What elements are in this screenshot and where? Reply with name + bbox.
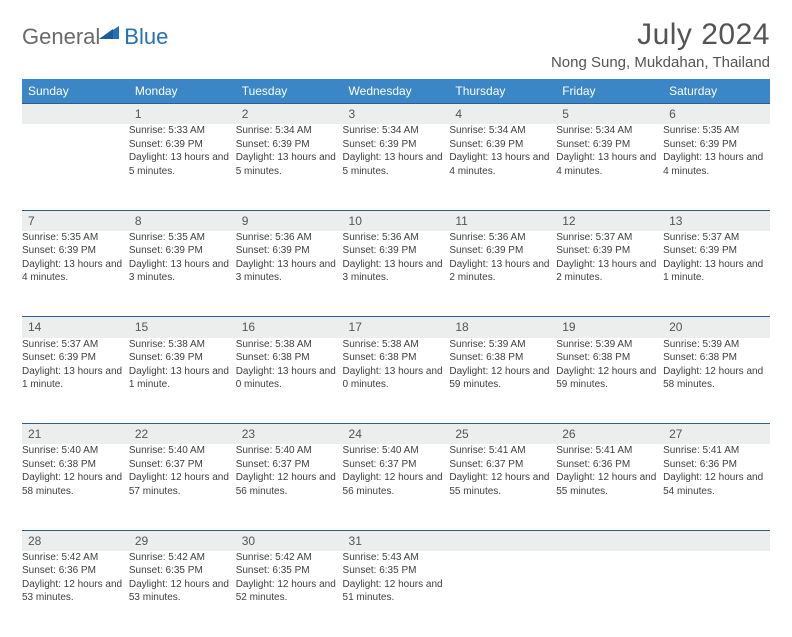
weekday-header: Tuesday [236, 79, 343, 104]
day-number-cell: 19 [556, 317, 663, 338]
day-content-cell: Sunrise: 5:39 AMSunset: 6:38 PMDaylight:… [449, 338, 556, 424]
day-content-cell: Sunrise: 5:43 AMSunset: 6:35 PMDaylight:… [343, 551, 450, 637]
day-content-cell: Sunrise: 5:40 AMSunset: 6:37 PMDaylight:… [236, 444, 343, 530]
calendar-table: SundayMondayTuesdayWednesdayThursdayFrid… [22, 79, 770, 637]
day-number-cell [556, 530, 663, 551]
day-number-cell: 6 [663, 104, 770, 125]
day-number-row: 28293031 [22, 530, 770, 551]
day-content-cell: Sunrise: 5:40 AMSunset: 6:38 PMDaylight:… [22, 444, 129, 530]
day-number-cell: 1 [129, 104, 236, 125]
day-content-cell [663, 551, 770, 637]
day-content-row: Sunrise: 5:33 AMSunset: 6:39 PMDaylight:… [22, 124, 770, 210]
day-number-cell: 8 [129, 210, 236, 231]
weekday-header-row: SundayMondayTuesdayWednesdayThursdayFrid… [22, 79, 770, 104]
weekday-header: Sunday [22, 79, 129, 104]
day-content-cell: Sunrise: 5:42 AMSunset: 6:35 PMDaylight:… [129, 551, 236, 637]
day-number-cell [449, 530, 556, 551]
calendar-body: 123456Sunrise: 5:33 AMSunset: 6:39 PMDay… [22, 104, 770, 637]
day-content-cell: Sunrise: 5:34 AMSunset: 6:39 PMDaylight:… [236, 124, 343, 210]
day-number-cell: 13 [663, 210, 770, 231]
day-content-cell: Sunrise: 5:36 AMSunset: 6:39 PMDaylight:… [236, 231, 343, 317]
day-number-cell [22, 104, 129, 125]
month-title: July 2024 [551, 18, 770, 52]
day-number-cell: 10 [343, 210, 450, 231]
day-number-row: 123456 [22, 104, 770, 125]
weekday-header: Wednesday [343, 79, 450, 104]
day-number-cell: 20 [663, 317, 770, 338]
day-number-cell: 22 [129, 424, 236, 445]
day-content-cell: Sunrise: 5:39 AMSunset: 6:38 PMDaylight:… [663, 338, 770, 424]
day-number-cell: 2 [236, 104, 343, 125]
header: General Blue July 2024 Nong Sung, Mukdah… [22, 18, 770, 71]
day-content-cell: Sunrise: 5:38 AMSunset: 6:39 PMDaylight:… [129, 338, 236, 424]
day-number-cell: 12 [556, 210, 663, 231]
day-number-cell: 24 [343, 424, 450, 445]
day-content-cell: Sunrise: 5:38 AMSunset: 6:38 PMDaylight:… [343, 338, 450, 424]
day-number-cell: 15 [129, 317, 236, 338]
day-content-row: Sunrise: 5:37 AMSunset: 6:39 PMDaylight:… [22, 338, 770, 424]
day-number-cell: 28 [22, 530, 129, 551]
day-number-cell: 23 [236, 424, 343, 445]
day-content-cell: Sunrise: 5:42 AMSunset: 6:36 PMDaylight:… [22, 551, 129, 637]
day-number-cell: 4 [449, 104, 556, 125]
day-content-row: Sunrise: 5:35 AMSunset: 6:39 PMDaylight:… [22, 231, 770, 317]
day-content-row: Sunrise: 5:40 AMSunset: 6:38 PMDaylight:… [22, 444, 770, 530]
day-number-cell: 7 [22, 210, 129, 231]
day-number-cell: 25 [449, 424, 556, 445]
logo-text-blue: Blue [124, 24, 168, 50]
weekday-header: Friday [556, 79, 663, 104]
weekday-header: Monday [129, 79, 236, 104]
day-content-cell: Sunrise: 5:33 AMSunset: 6:39 PMDaylight:… [129, 124, 236, 210]
day-number-cell: 26 [556, 424, 663, 445]
day-content-cell: Sunrise: 5:34 AMSunset: 6:39 PMDaylight:… [556, 124, 663, 210]
day-content-cell: Sunrise: 5:34 AMSunset: 6:39 PMDaylight:… [449, 124, 556, 210]
day-content-row: Sunrise: 5:42 AMSunset: 6:36 PMDaylight:… [22, 551, 770, 637]
day-number-cell: 3 [343, 104, 450, 125]
day-number-cell: 5 [556, 104, 663, 125]
day-number-cell: 9 [236, 210, 343, 231]
day-number-cell: 31 [343, 530, 450, 551]
day-content-cell [449, 551, 556, 637]
logo: General Blue [22, 24, 168, 50]
day-content-cell: Sunrise: 5:37 AMSunset: 6:39 PMDaylight:… [22, 338, 129, 424]
day-content-cell: Sunrise: 5:34 AMSunset: 6:39 PMDaylight:… [343, 124, 450, 210]
day-content-cell: Sunrise: 5:40 AMSunset: 6:37 PMDaylight:… [129, 444, 236, 530]
day-content-cell: Sunrise: 5:38 AMSunset: 6:38 PMDaylight:… [236, 338, 343, 424]
day-content-cell: Sunrise: 5:40 AMSunset: 6:37 PMDaylight:… [343, 444, 450, 530]
day-content-cell [22, 124, 129, 210]
day-number-cell [663, 530, 770, 551]
day-content-cell: Sunrise: 5:36 AMSunset: 6:39 PMDaylight:… [449, 231, 556, 317]
title-block: July 2024 Nong Sung, Mukdahan, Thailand [551, 18, 770, 71]
day-number-cell: 30 [236, 530, 343, 551]
day-number-cell: 29 [129, 530, 236, 551]
day-number-cell: 11 [449, 210, 556, 231]
day-content-cell: Sunrise: 5:41 AMSunset: 6:36 PMDaylight:… [556, 444, 663, 530]
day-content-cell: Sunrise: 5:35 AMSunset: 6:39 PMDaylight:… [22, 231, 129, 317]
day-content-cell: Sunrise: 5:35 AMSunset: 6:39 PMDaylight:… [129, 231, 236, 317]
triangle-icon [99, 23, 119, 39]
weekday-header: Thursday [449, 79, 556, 104]
day-number-row: 21222324252627 [22, 424, 770, 445]
day-content-cell: Sunrise: 5:37 AMSunset: 6:39 PMDaylight:… [663, 231, 770, 317]
day-number-cell: 17 [343, 317, 450, 338]
day-number-cell: 18 [449, 317, 556, 338]
day-number-cell: 14 [22, 317, 129, 338]
day-content-cell: Sunrise: 5:39 AMSunset: 6:38 PMDaylight:… [556, 338, 663, 424]
day-number-cell: 21 [22, 424, 129, 445]
logo-text-general: General [22, 24, 100, 50]
day-number-cell: 27 [663, 424, 770, 445]
day-content-cell: Sunrise: 5:41 AMSunset: 6:36 PMDaylight:… [663, 444, 770, 530]
day-number-row: 78910111213 [22, 210, 770, 231]
day-content-cell: Sunrise: 5:37 AMSunset: 6:39 PMDaylight:… [556, 231, 663, 317]
day-content-cell: Sunrise: 5:41 AMSunset: 6:37 PMDaylight:… [449, 444, 556, 530]
day-number-cell: 16 [236, 317, 343, 338]
day-number-row: 14151617181920 [22, 317, 770, 338]
day-content-cell: Sunrise: 5:36 AMSunset: 6:39 PMDaylight:… [343, 231, 450, 317]
day-content-cell [556, 551, 663, 637]
location-text: Nong Sung, Mukdahan, Thailand [551, 54, 770, 71]
weekday-header: Saturday [663, 79, 770, 104]
day-content-cell: Sunrise: 5:35 AMSunset: 6:39 PMDaylight:… [663, 124, 770, 210]
day-content-cell: Sunrise: 5:42 AMSunset: 6:35 PMDaylight:… [236, 551, 343, 637]
